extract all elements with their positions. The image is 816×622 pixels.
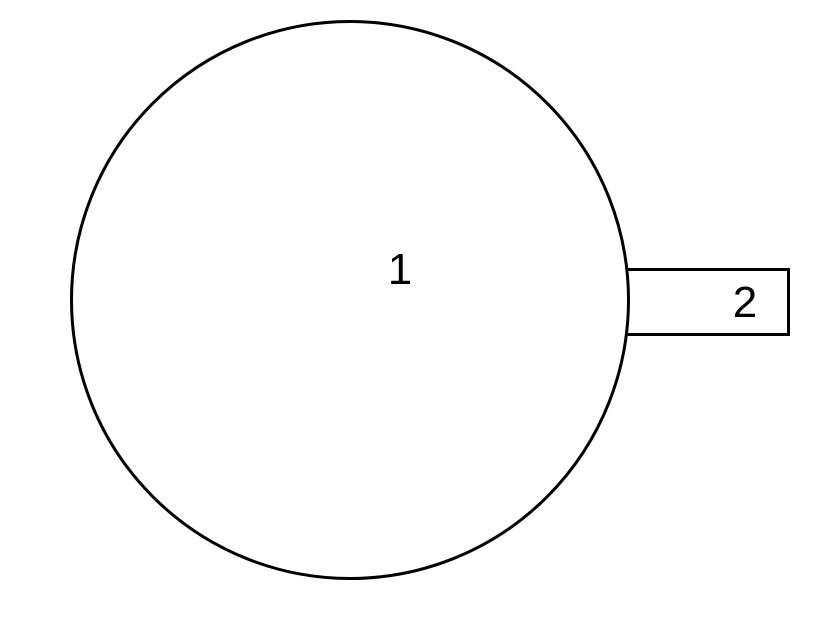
rect-shape <box>625 268 790 336</box>
diagram-canvas: 1 2 <box>0 0 816 622</box>
rect-label: 2 <box>733 281 757 325</box>
circle-shape <box>70 20 630 580</box>
circle-label: 1 <box>388 248 412 292</box>
